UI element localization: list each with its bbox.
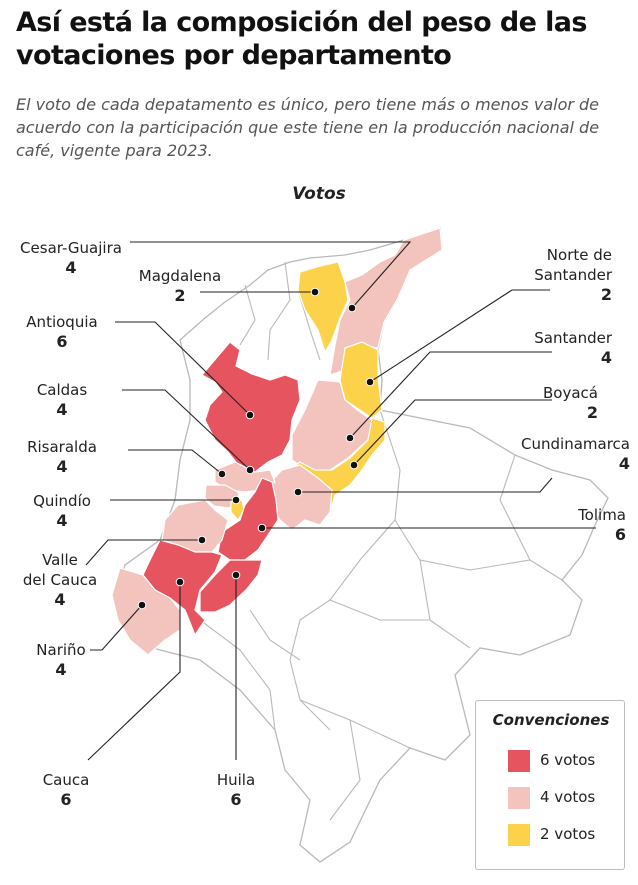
label-boyaca: Boyacá 2	[543, 384, 598, 422]
dot-cauca	[175, 577, 185, 587]
leader-dots	[137, 287, 375, 610]
dot-quindio	[231, 495, 241, 505]
label-antioquia: Antioquia 6	[26, 313, 98, 351]
legend-box: Convenciones 6 votos 4 votos 2 votos	[475, 700, 625, 870]
dot-santander	[345, 433, 355, 443]
legend-swatch-6-votos	[508, 750, 530, 772]
label-caldas: Caldas 4	[36, 381, 88, 419]
label-santander: Santander 4	[534, 329, 612, 367]
label-quindio: Quindío 4	[33, 492, 91, 530]
leader-narino	[90, 604, 143, 651]
label-cauca: Cauca 6	[42, 771, 90, 809]
leader-santander	[349, 351, 552, 439]
label-risaralda: Risaralda 4	[27, 438, 97, 476]
label-tolima: Tolima 6	[578, 506, 626, 544]
label-cundinamarca: Cundinamarca 4	[521, 435, 630, 473]
dept-narino	[111, 567, 181, 656]
dot-huila	[231, 570, 241, 580]
label-magdalena: Magdalena 2	[138, 267, 222, 305]
dot-cundinamarca	[293, 487, 303, 497]
leader-norte-santander	[369, 289, 550, 383]
dept-magdalena	[297, 261, 349, 353]
dot-boyaca	[349, 460, 359, 470]
department-borders	[199, 261, 563, 821]
leader-lines	[85, 241, 596, 761]
label-huila: Huila 6	[216, 771, 256, 809]
dept-antioquia	[201, 341, 301, 473]
dot-tolima	[257, 523, 267, 533]
dot-norte-santander	[365, 377, 375, 387]
legend-swatch-4-votos	[508, 787, 530, 809]
legend-title: Convenciones	[492, 711, 610, 729]
label-narino: Nariño 4	[36, 641, 86, 679]
leader-valle	[85, 539, 202, 566]
label-norte-santander: Norte de Santander 2	[534, 246, 612, 304]
dept-cesar-guajira	[329, 227, 443, 376]
label-valle: Valle del Cauca 4	[22, 551, 98, 609]
dot-narino	[137, 600, 147, 610]
leader-cauca	[87, 582, 181, 761]
leader-caldas	[122, 389, 251, 471]
dot-magdalena	[310, 287, 320, 297]
dot-antioquia	[245, 410, 255, 420]
leader-cesar-guajira	[130, 241, 412, 309]
dept-santander	[291, 379, 373, 473]
leader-boyaca	[353, 399, 552, 466]
page-subtitle: El voto de cada depatamento es único, pe…	[16, 95, 600, 160]
dot-risaralda	[217, 469, 227, 479]
dot-caldas	[245, 465, 255, 475]
colored-departments	[111, 227, 443, 656]
page-title: Así está la composición del peso de las …	[16, 7, 587, 71]
dot-cesar-guajira	[347, 303, 357, 313]
map-title: Votos	[292, 184, 346, 204]
dept-huila	[199, 559, 263, 613]
dot-valle	[197, 535, 207, 545]
label-cesar-guajira: Cesar-Guajira 4	[20, 239, 122, 277]
legend-swatch-2-votos	[508, 824, 530, 846]
leader-antioquia	[115, 321, 251, 416]
leader-cundinamarca	[298, 477, 553, 493]
leader-risaralda	[128, 449, 223, 475]
